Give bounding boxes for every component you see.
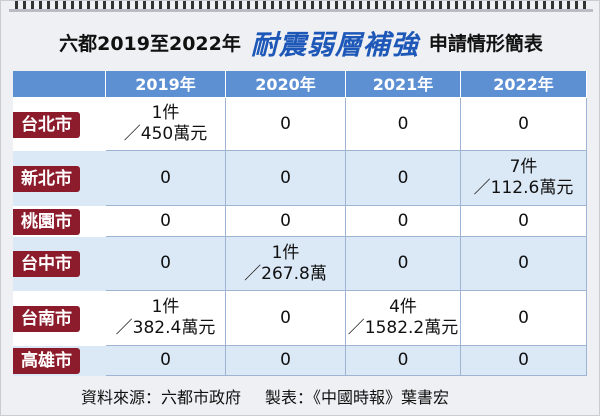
cell-line: 4件 — [389, 297, 417, 317]
cell-line: 7件 — [509, 157, 538, 177]
row-label-cell: 高雄市 — [13, 346, 106, 376]
table-cell: 0 — [346, 346, 461, 376]
table-cell: 0 — [461, 206, 587, 237]
cell-line: ／112.6萬元 — [473, 178, 574, 198]
table-cell: 7件 ／112.6萬元 — [461, 151, 587, 206]
table-cell: 0 — [346, 151, 461, 206]
row-label-cell: 桃園市 — [13, 206, 106, 237]
cell-line: 0 — [397, 253, 409, 273]
table-cell: 0 — [226, 346, 346, 376]
header-corner — [13, 71, 106, 98]
row-label: 高雄市 — [13, 348, 80, 374]
title: 六都2019至2022年 耐震弱層補強 申請情形簡表 — [1, 23, 600, 62]
cell-line: 0 — [397, 113, 409, 134]
footer: 資料來源：六都市政府 製表：《中國時報》葉書宏 — [81, 384, 581, 408]
cell-line: ／267.8萬 — [244, 263, 327, 284]
row-label-cell: 台北市 — [13, 98, 106, 151]
cell-line: 0 — [280, 167, 291, 188]
table-cell: 0 — [346, 237, 461, 291]
table-cell: 0 — [106, 346, 226, 376]
cell-line: 0 — [518, 307, 529, 328]
cell-line: 0 — [160, 210, 171, 231]
cell-line: 1件 — [151, 103, 180, 123]
column-header: 2019年 — [106, 71, 226, 98]
table-cell: 0 — [346, 98, 461, 151]
title-emphasis: 耐震弱層補強 — [250, 30, 419, 61]
cell-line: 0 — [160, 253, 171, 273]
cell-line: 0 — [397, 210, 409, 231]
source: 資料來源：六都市政府 — [81, 388, 242, 407]
cell-line: 0 — [518, 350, 529, 370]
cell-line: 0 — [280, 350, 291, 370]
row-label: 桃園市 — [13, 208, 80, 235]
cell-line: 0 — [397, 167, 409, 188]
credit: 製表：《中國時報》葉書宏 — [265, 388, 450, 407]
cell-line: ／450萬元 — [123, 124, 208, 144]
row-label: 新北市 — [13, 165, 80, 192]
row-label-cell: 台南市 — [13, 291, 106, 346]
table-cell: 1件 ／267.8萬 — [226, 237, 346, 291]
cell-line: 0 — [160, 167, 171, 188]
row-label: 台南市 — [13, 305, 80, 332]
row-label: 台北市 — [13, 111, 80, 138]
table-cell: 0 — [461, 237, 587, 291]
table-cell: 0 — [346, 206, 461, 237]
cell-line: 0 — [160, 350, 171, 370]
table-cell: 0 — [106, 151, 226, 206]
cell-line: 0 — [518, 210, 529, 231]
table-cell: 0 — [461, 98, 587, 151]
column-header: 2021年 — [346, 71, 461, 98]
table-cell: 1件 ／450萬元 — [106, 98, 226, 151]
cell-line: 0 — [280, 210, 291, 231]
binding-bar — [9, 9, 593, 12]
column-header: 2020年 — [226, 71, 346, 98]
cell-line: ／1582.2萬元 — [347, 318, 459, 338]
cell-line: 0 — [397, 350, 409, 370]
cell-line: 1件 — [271, 242, 300, 263]
table-cell: 0 — [226, 98, 346, 151]
cell-line: 0 — [518, 113, 529, 134]
column-header: 2022年 — [461, 71, 587, 98]
table-cell: 0 — [106, 237, 226, 291]
cell-line: ／382.4萬元 — [115, 318, 216, 338]
table-cell: 0 — [226, 151, 346, 206]
table-cell: 0 — [461, 346, 587, 376]
title-suffix: 申請情形簡表 — [428, 33, 543, 55]
table-cell: 0 — [226, 291, 346, 346]
table-cell: 1件 ／382.4萬元 — [106, 291, 226, 346]
row-label-cell: 台中市 — [13, 237, 106, 291]
row-label-cell: 新北市 — [13, 151, 106, 206]
table-cell: 0 — [106, 206, 226, 237]
table-cell: 4件 ／1582.2萬元 — [346, 291, 461, 346]
cell-line: 0 — [280, 113, 291, 134]
cell-line: 1件 — [151, 297, 180, 317]
title-prefix: 六都2019至2022年 — [59, 33, 241, 55]
cell-line: 0 — [280, 307, 291, 328]
table-cell: 0 — [461, 291, 587, 346]
binding-rings — [15, 1, 587, 11]
row-label: 台中市 — [13, 251, 80, 277]
table-cell: 0 — [226, 206, 346, 237]
cell-line: 0 — [518, 253, 529, 273]
